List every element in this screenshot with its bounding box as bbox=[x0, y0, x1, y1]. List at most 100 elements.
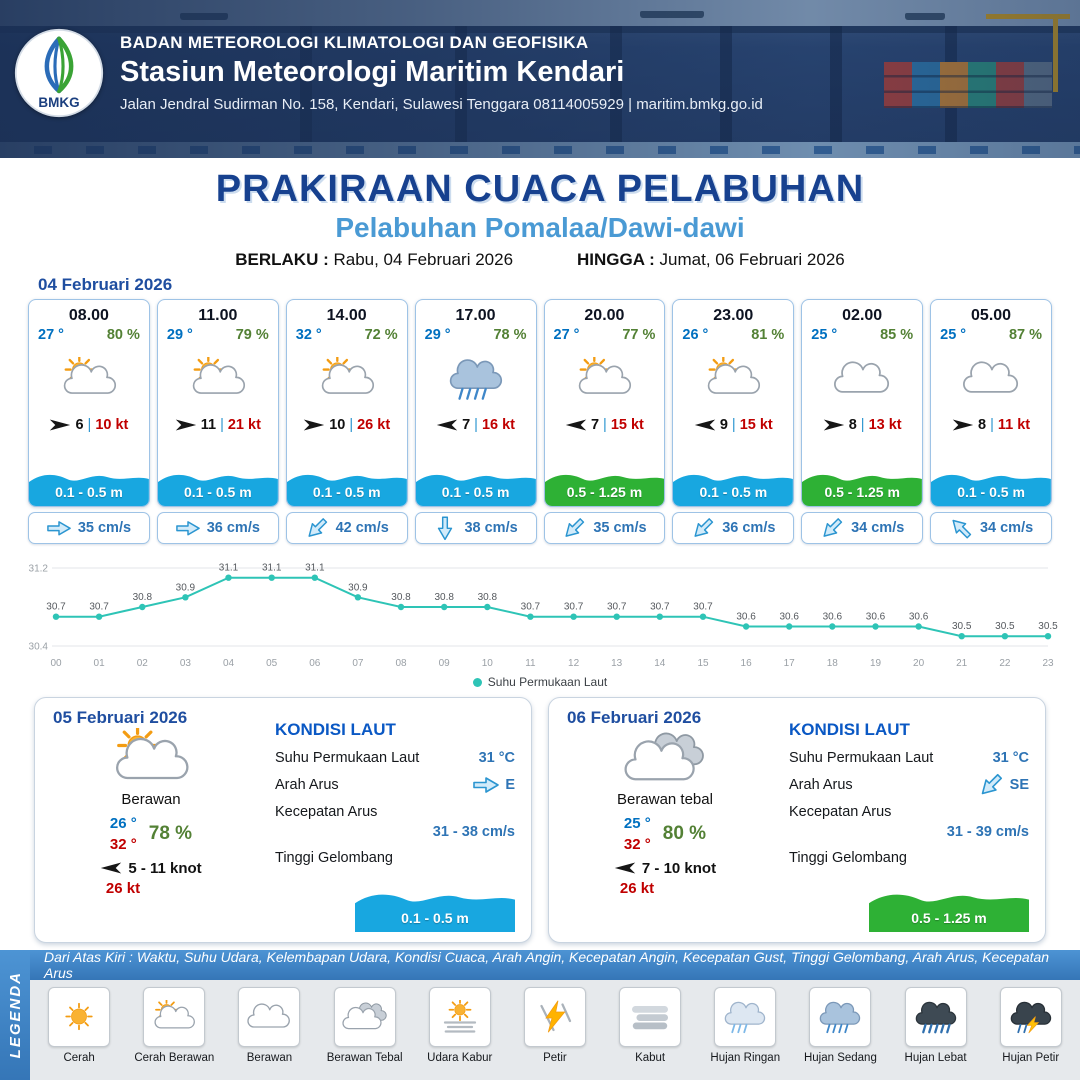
wind-speed: 11 bbox=[200, 417, 217, 433]
weather-icon-berawan bbox=[931, 346, 1051, 412]
hour-time: 14.00 bbox=[326, 307, 367, 324]
current-direction-arrow-icon bbox=[947, 514, 976, 543]
valid-until-value: Jumat, 06 Februari 2026 bbox=[659, 250, 845, 269]
svg-text:30.7: 30.7 bbox=[46, 602, 66, 613]
sst-label: Suhu Permukaan Laut bbox=[275, 750, 420, 766]
current-direction: E bbox=[505, 777, 515, 793]
wind-gust: 21 kt bbox=[227, 417, 261, 433]
svg-text:22: 22 bbox=[999, 658, 1011, 669]
wind-range: 5 - 11 knot bbox=[128, 859, 202, 877]
current-direction-arrow-icon bbox=[689, 514, 718, 543]
current-speed: 35 cm/s bbox=[593, 520, 647, 536]
wave-height-band: 0.5 - 1.25 m bbox=[869, 884, 1029, 932]
wave-height-band: 0.5 - 1.25 m bbox=[802, 466, 923, 506]
hourly-forecast-card: 05.00 25 ° 87 % 8 | 11 kt 0.1 - 0.5 m 34… bbox=[930, 299, 1052, 544]
legend-icon-hujan-lebat bbox=[904, 987, 967, 1047]
legend-label: Berawan Tebal bbox=[326, 1052, 403, 1064]
forecast-date-label: 04 Februari 2026 bbox=[38, 275, 173, 294]
svg-text:03: 03 bbox=[180, 658, 192, 669]
temps-row: 25 ° 32 ° 80 % bbox=[549, 813, 781, 855]
current-box: 36 cm/s bbox=[156, 512, 279, 544]
legend-item: Cerah bbox=[33, 987, 125, 1064]
svg-text:23: 23 bbox=[1042, 658, 1054, 669]
weather-icon-cerah-berawan bbox=[35, 728, 267, 790]
valid-from-label: BERLAKU : bbox=[235, 250, 329, 269]
wind-row: 8 | 11 kt bbox=[931, 417, 1051, 433]
svg-text:30.7: 30.7 bbox=[89, 602, 109, 613]
wind-speed: 6 bbox=[75, 417, 84, 433]
svg-text:30.7: 30.7 bbox=[564, 602, 584, 613]
wind-row: 8 | 13 kt bbox=[802, 417, 922, 433]
wind-direction-arrow-icon bbox=[614, 861, 636, 875]
wind-range: 7 - 10 knot bbox=[641, 859, 717, 877]
air-temperature: 25 ° bbox=[811, 327, 838, 343]
legend-label: Kabut bbox=[635, 1052, 666, 1064]
svg-text:30.5: 30.5 bbox=[1038, 621, 1058, 632]
hour-time: 17.00 bbox=[455, 307, 496, 324]
weather-icon-hujan-sedang bbox=[416, 346, 536, 412]
wave-height-band: 0.5 - 1.25 m bbox=[544, 466, 665, 506]
temps-row: 26 ° 32 ° 78 % bbox=[35, 813, 267, 855]
wind-direction-arrow-icon bbox=[565, 418, 587, 432]
chart-legend-label: Suhu Permukaan Laut bbox=[487, 675, 608, 689]
wind-gust: 11 kt bbox=[997, 417, 1031, 433]
svg-text:30.9: 30.9 bbox=[176, 582, 196, 593]
wave-height-value: 0.1 - 0.5 m bbox=[183, 484, 252, 500]
svg-text:12: 12 bbox=[568, 658, 580, 669]
temp-humidity-row: 29 ° 79 % bbox=[158, 325, 278, 343]
hour-time: 11.00 bbox=[198, 307, 238, 324]
svg-text:30.8: 30.8 bbox=[133, 592, 153, 603]
temp-humidity-row: 25 ° 85 % bbox=[802, 325, 922, 343]
relative-humidity: 87 % bbox=[1008, 327, 1042, 343]
svg-text:30.6: 30.6 bbox=[779, 612, 799, 623]
temp-humidity-row: 29 ° 78 % bbox=[416, 325, 536, 343]
wind-gust: 15 kt bbox=[610, 417, 644, 433]
legend-label: Hujan Ringan bbox=[710, 1052, 781, 1064]
legend-side-label: LEGENDA bbox=[6, 971, 24, 1059]
wind-row: 10 | 26 kt bbox=[287, 417, 407, 433]
legend-label: Hujan Sedang bbox=[803, 1052, 877, 1064]
svg-text:17: 17 bbox=[784, 658, 796, 669]
legend-icon-hujan-ringan bbox=[714, 987, 777, 1047]
wave-height-band: 0.1 - 0.5 m bbox=[29, 466, 149, 506]
daily-weather-column: Berawan tebal 25 ° 32 ° 80 % 7 - 10 knot… bbox=[549, 728, 781, 897]
wind-row: 7 | 16 kt bbox=[416, 417, 536, 433]
air-temperature: 25 ° bbox=[940, 327, 967, 343]
header-banner: BMKG BADAN METEOROLOGI KLIMATOLOGI DAN G… bbox=[0, 0, 1080, 158]
station-address: Jalan Jendral Sudirman No. 158, Kendari,… bbox=[120, 96, 763, 113]
wind-direction-arrow-icon bbox=[175, 418, 197, 432]
hour-card-body: 23.00 26 ° 81 % 9 | 15 kt 0.1 - 0.5 m bbox=[672, 299, 795, 507]
current-direction-arrow-icon bbox=[560, 514, 589, 543]
svg-text:30.5: 30.5 bbox=[995, 621, 1015, 632]
air-temperature: 27 ° bbox=[553, 327, 580, 343]
separator: | bbox=[603, 417, 607, 433]
current-box: 35 cm/s bbox=[28, 512, 150, 544]
air-temperature: 32 ° bbox=[295, 327, 322, 343]
svg-text:04: 04 bbox=[223, 658, 235, 669]
hour-card-body: 20.00 27 ° 77 % 7 | 15 kt 0.5 - 1.25 m bbox=[543, 299, 666, 507]
legend-icon-berawan-tebal bbox=[333, 987, 396, 1047]
header-overlay bbox=[0, 0, 1080, 158]
current-speed: 34 cm/s bbox=[851, 520, 905, 536]
svg-text:18: 18 bbox=[827, 658, 839, 669]
weather-icon-berawan-tebal bbox=[549, 728, 781, 790]
weather-icon-cerah-berawan bbox=[545, 346, 665, 412]
svg-text:30.5: 30.5 bbox=[952, 621, 972, 632]
current-box: 36 cm/s bbox=[672, 512, 795, 544]
wave-height-value: 0.1 - 0.5 m bbox=[699, 484, 768, 500]
bmkg-logo-text: BMKG bbox=[38, 95, 79, 110]
hour-card-body: 11.00 29 ° 79 % 11 | 21 kt 0.1 - 0.5 m bbox=[156, 299, 279, 507]
header-text-block: BADAN METEOROLOGI KLIMATOLOGI DAN GEOFIS… bbox=[120, 33, 763, 113]
hourly-forecast-card: 11.00 29 ° 79 % 11 | 21 kt 0.1 - 0.5 m 3… bbox=[156, 299, 279, 544]
port-name-subtitle: Pelabuhan Pomalaa/Dawi-dawi bbox=[335, 212, 745, 243]
wind-row: 7 - 10 knot bbox=[549, 860, 781, 877]
wind-direction-arrow-icon bbox=[303, 418, 325, 432]
relative-humidity: 78 % bbox=[148, 822, 193, 844]
legend-icon-udara-kabur bbox=[428, 987, 491, 1047]
relative-humidity: 80 % bbox=[106, 327, 140, 343]
current-box: 38 cm/s bbox=[414, 512, 537, 544]
wind-speed: 7 bbox=[590, 417, 600, 433]
wind-direction-arrow-icon bbox=[694, 418, 716, 432]
legend-label: Cerah Berawan bbox=[134, 1052, 215, 1064]
wind-speed: 9 bbox=[719, 417, 728, 433]
